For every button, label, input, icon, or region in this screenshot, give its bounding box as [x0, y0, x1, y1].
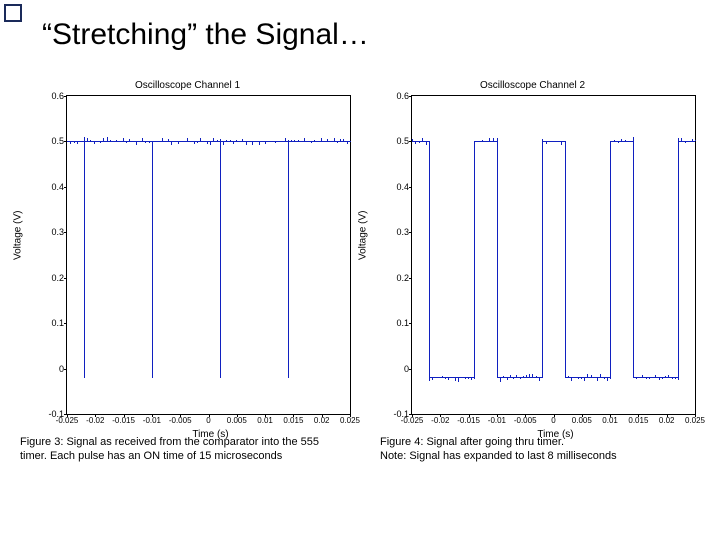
- figure-4-caption: Figure 4: Signal after going thru timer.…: [380, 435, 700, 464]
- captions-row: Figure 3: Signal as received from the co…: [20, 435, 700, 464]
- chart-1-plot: -0.100.10.20.30.40.50.6-0.025-0.02-0.015…: [66, 95, 351, 415]
- figure-4-caption-line2: Note: Signal has expanded to last 8 mill…: [380, 450, 617, 462]
- chart-2-plot: -0.100.10.20.30.40.50.6-0.025-0.02-0.015…: [411, 95, 696, 415]
- chart-1-ylabel: Voltage (V): [13, 211, 24, 260]
- figure-4-caption-line1: Figure 4: Signal after going thru timer.: [380, 436, 564, 448]
- slide-title: “Stretching” the Signal…: [42, 18, 369, 52]
- slide-bullet-box: [4, 4, 22, 22]
- chart-1: Oscilloscope Channel 1 Voltage (V) -0.10…: [20, 80, 355, 440]
- figure-3-caption: Figure 3: Signal as received from the co…: [20, 435, 340, 464]
- chart-1-title: Oscilloscope Channel 1: [20, 80, 355, 91]
- chart-2-title: Oscilloscope Channel 2: [365, 80, 700, 91]
- charts-row: Oscilloscope Channel 1 Voltage (V) -0.10…: [20, 80, 700, 440]
- chart-2-ylabel: Voltage (V): [358, 211, 369, 260]
- chart-2: Oscilloscope Channel 2 Voltage (V) -0.10…: [365, 80, 700, 440]
